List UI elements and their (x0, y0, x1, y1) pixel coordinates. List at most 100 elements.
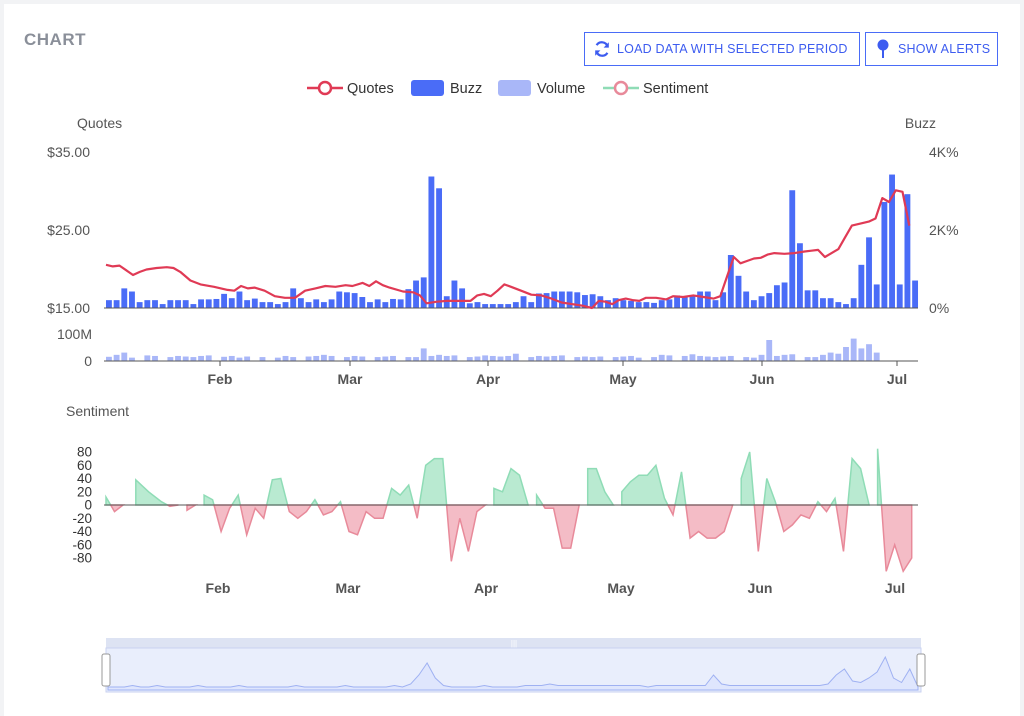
volume-bar (144, 355, 151, 361)
volume-bar (628, 355, 634, 361)
volume-bar (482, 355, 489, 361)
buzz-bar (735, 275, 742, 308)
buzz-bar (558, 291, 565, 308)
buzz-bar (159, 304, 166, 308)
buzz-bar (459, 288, 466, 308)
buzz-bar (704, 291, 711, 308)
buzz-bar (881, 202, 888, 308)
sentiment-tick-label: 60 (77, 458, 92, 473)
volume-bar (129, 357, 135, 361)
volume-bar (681, 355, 688, 361)
buzz-bar (512, 302, 519, 308)
buzz-bar (635, 302, 642, 308)
buzz-bar (152, 300, 158, 308)
month-labels-top: Feb Mar Apr May Jun Jul (208, 361, 907, 387)
buzz-bar (359, 297, 366, 308)
volume-bar (582, 356, 588, 361)
navigator-handle-left[interactable] (101, 653, 111, 687)
card-title: CHART (24, 30, 86, 49)
buzz-bar (543, 293, 550, 308)
buzz-bar (750, 300, 757, 308)
volume-bar (720, 356, 727, 361)
buzz-bar (912, 280, 919, 308)
buzz-bar (651, 302, 657, 308)
buzz-bar (474, 302, 481, 308)
legend-buzz-swatch (411, 80, 444, 96)
volume-bar (313, 355, 320, 361)
buzz-bar (313, 299, 320, 308)
buzz-tick-0: 0% (929, 300, 949, 316)
volume-tick-0: 0 (84, 353, 92, 369)
buzz-bar (620, 300, 627, 308)
buzz-bar (904, 194, 911, 308)
buzz-bar (535, 293, 542, 308)
legend-item-sentiment[interactable]: Sentiment (603, 80, 708, 97)
buzz-bar (528, 302, 535, 308)
volume-bar (528, 357, 535, 361)
volume-bar (175, 355, 181, 361)
volume-bar (812, 357, 819, 361)
volume-bar (221, 356, 228, 361)
legend-item-volume[interactable]: Volume (498, 80, 585, 97)
volume-bar (505, 355, 512, 361)
buzz-bar (804, 290, 811, 308)
buzz-bar (773, 285, 780, 308)
buzz-bar (267, 302, 274, 308)
volume-bar (351, 355, 358, 361)
sentiment-tick-label: -80 (72, 551, 92, 566)
buzz-bar (812, 290, 819, 308)
buzz-bar (727, 255, 734, 308)
volume-bar (205, 355, 212, 361)
buzz-bar (643, 302, 650, 308)
buzz-bar (405, 289, 412, 308)
volume-bar (612, 357, 619, 361)
legend-item-buzz[interactable]: Buzz (411, 80, 482, 97)
month-label-bottom: Apr (474, 580, 499, 596)
load-data-button[interactable]: LOAD DATA WITH SELECTED PERIOD (584, 32, 860, 66)
month-label-bottom: Jul (885, 580, 905, 596)
volume-bar (773, 355, 780, 361)
buzz-bar (466, 303, 473, 308)
volume-bar (443, 355, 450, 361)
volume-bar (436, 354, 443, 361)
volume-bar (750, 357, 757, 361)
month-label-bottom: Jun (748, 580, 773, 596)
navigator[interactable]: ||| (101, 638, 926, 693)
volume-bar (843, 347, 849, 361)
volume-bar (789, 354, 796, 361)
buzz-bar (397, 299, 404, 308)
show-alerts-button[interactable]: SHOW ALERTS (865, 32, 998, 66)
navigator-scrollbar[interactable] (106, 638, 921, 648)
volume-bar (182, 356, 189, 361)
buzz-bar (482, 304, 489, 308)
buzz-bar (382, 302, 389, 308)
navigator-grip-icon[interactable]: ||| (511, 639, 517, 648)
month-label-bottom: Feb (206, 580, 231, 596)
sentiment-tick-label: -20 (72, 511, 92, 526)
volume-bar (551, 355, 558, 361)
volume-bar (451, 355, 458, 361)
sentiment-tick-label: -40 (72, 524, 92, 539)
buzz-bar (850, 298, 857, 308)
buzz-bar (282, 302, 289, 308)
buzz-axis-title: Buzz (905, 115, 936, 131)
volume-bar (113, 354, 120, 361)
sentiment-negative-area (109, 504, 913, 574)
sentiment-tick-label: 40 (77, 471, 92, 486)
volume-bar (474, 356, 481, 361)
volume-bar (635, 357, 642, 361)
volume-bar (236, 357, 243, 361)
month-label-top: Feb (208, 371, 233, 387)
buzz-bar (436, 188, 443, 308)
buzz-bar (866, 237, 872, 308)
volume-bar (766, 340, 773, 361)
volume-bar (198, 355, 204, 361)
navigator-handle-right[interactable] (916, 653, 926, 687)
buzz-bar (113, 300, 120, 308)
volume-bar (413, 357, 419, 361)
volume-bar (359, 356, 366, 361)
legend-item-quotes[interactable]: Quotes (307, 80, 394, 97)
buzz-bar (605, 300, 611, 308)
